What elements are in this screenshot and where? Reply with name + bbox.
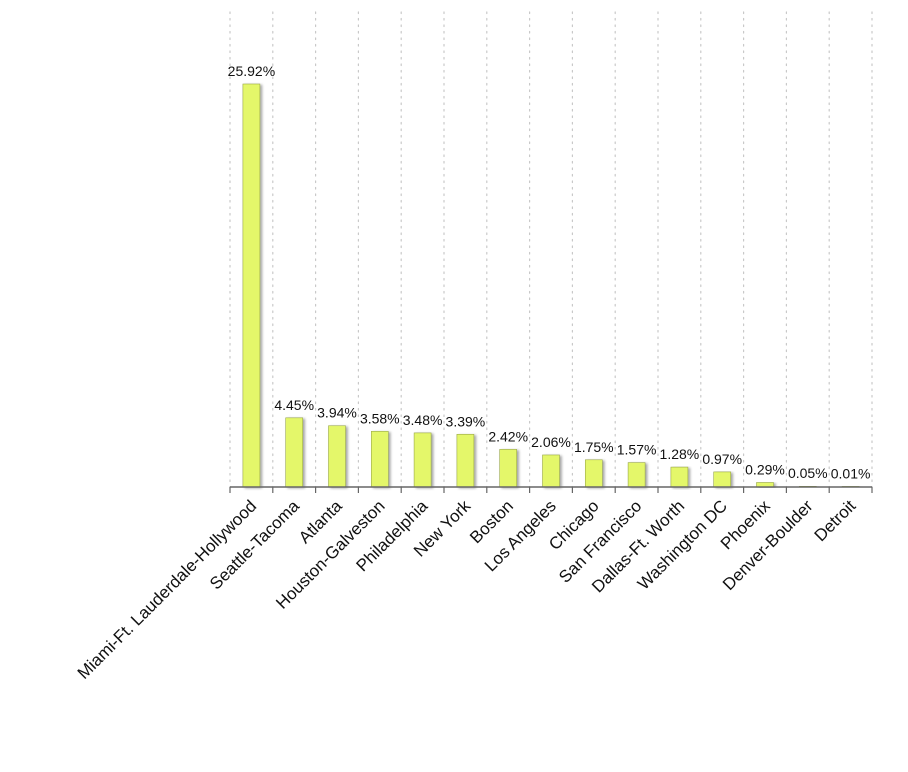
bar [542,454,560,488]
value-label: 1.57% [617,442,657,458]
bar [670,466,689,488]
value-label: 3.94% [317,405,357,421]
bar [456,433,475,488]
value-label: 2.42% [488,428,528,444]
bar [584,459,603,488]
value-label: 2.06% [531,434,571,450]
bar [713,471,732,488]
bar [413,432,432,488]
grid-lines [229,11,873,488]
category-label: Miami-Ft. Lauderdale-Hollywood [74,496,260,682]
category-label: Detroit [811,496,860,545]
value-label: 1.28% [660,446,700,462]
value-label: 3.48% [403,412,443,428]
value-label: 0.01% [831,465,871,481]
value-label: 3.39% [446,413,486,429]
bar [285,417,304,488]
value-label: 4.45% [274,397,314,413]
bar [499,449,518,488]
x-axis [229,486,873,493]
bar [627,462,646,488]
bars [242,83,860,488]
bar [328,425,346,488]
value-label: 3.58% [360,410,400,426]
value-label: 0.05% [788,465,828,481]
value-label: 25.92% [228,63,275,79]
value-label: 0.97% [702,451,742,467]
value-label: 1.75% [574,439,614,455]
category-labels: Miami-Ft. Lauderdale-HollywoodSeattle-Ta… [74,496,860,683]
value-labels: 25.92% 4.45% 3.94% 3.58% 3.48% 3.39%2.42% 2.06… [228,63,871,481]
value-label: 0.29% [745,461,785,477]
bar [370,431,389,488]
bar [242,83,261,488]
